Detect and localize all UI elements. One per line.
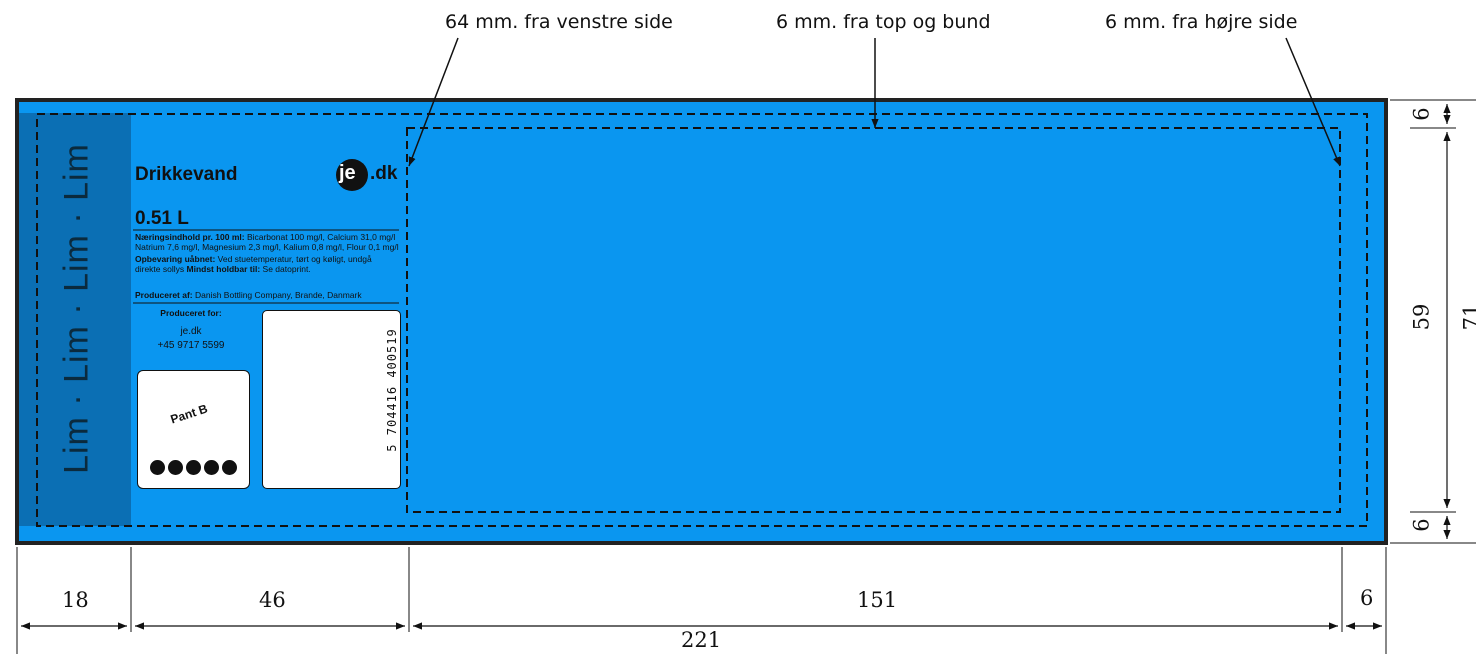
logo-je: je [339,162,356,184]
storage-text: Opbevaring uåbnet: Ved stuetemperatur, t… [135,254,372,274]
dim-label-right-top: 6 [1409,107,1434,121]
pant-dot [222,460,237,475]
product-name: Drikkevand [135,164,238,185]
callout-arrow-left [408,37,459,167]
dim-label-46: 46 [259,588,286,612]
pant-dot [204,460,219,475]
produced-for-heading: Produceret for: [160,308,222,318]
barcode-box [262,310,401,489]
annotation-right-margin: 6 mm. fra højre side [1105,11,1298,33]
dim-label-total-width: 221 [681,628,722,652]
dim-label-151: 151 [857,588,898,612]
produced-for-phone: +45 9717 5599 [157,340,225,351]
pant-dot [150,460,165,475]
logo-badge [336,159,368,191]
print-area-outline [406,127,1341,513]
glue-side-text: Lim · Lim · Lim · Lim [57,143,96,474]
callout-arrow-right [1285,37,1341,167]
best-before-value: Se datoprint. [260,264,311,274]
storage-line1: Ved stuetemperatur, tørt og køligt, undg… [215,254,372,264]
producer-heading: Produceret af: [135,290,193,300]
nutrition-line2: Natrium 7,6 mg/l, Magnesium 2,3 mg/l, Ka… [135,242,399,252]
pant-dot [168,460,183,475]
nutrition-text: Næringsindhold pr. 100 ml: Bicarbonat 10… [135,232,399,252]
safe-area-outline [36,113,1368,527]
best-before-heading: Mindst holdbar til: [186,264,261,274]
dim-label-right-middle: 59 [1409,303,1434,331]
produced-for-name: je.dk [180,326,202,337]
nutrition-line1: Bicarbonat 100 mg/l, Calcium 31,0 mg/l [244,232,396,242]
annotation-left-margin: 64 mm. fra venstre side [445,11,673,33]
barcode-digits: 5 704416 400519 [385,328,399,452]
product-volume: 0.51 L [135,208,189,229]
producer-value: Danish Bottling Company, Brande, Danmark [192,290,362,300]
dim-label-6: 6 [1360,586,1374,610]
producer-text: Produceret af: Danish Bottling Company, … [135,290,362,300]
annotation-top-bottom-margin: 6 mm. fra top og bund [776,11,991,33]
nutrition-heading: Næringsindhold pr. 100 ml: [135,232,245,242]
dim-label-total-height: 71 [1459,303,1476,331]
logo-dk: .dk [370,163,398,184]
dim-label-18: 18 [62,588,89,612]
pant-dot [186,460,201,475]
dim-label-right-bottom: 6 [1409,518,1434,532]
storage-line2: direkte sollys [135,264,187,274]
storage-heading: Opbevaring uåbnet: [135,254,216,264]
